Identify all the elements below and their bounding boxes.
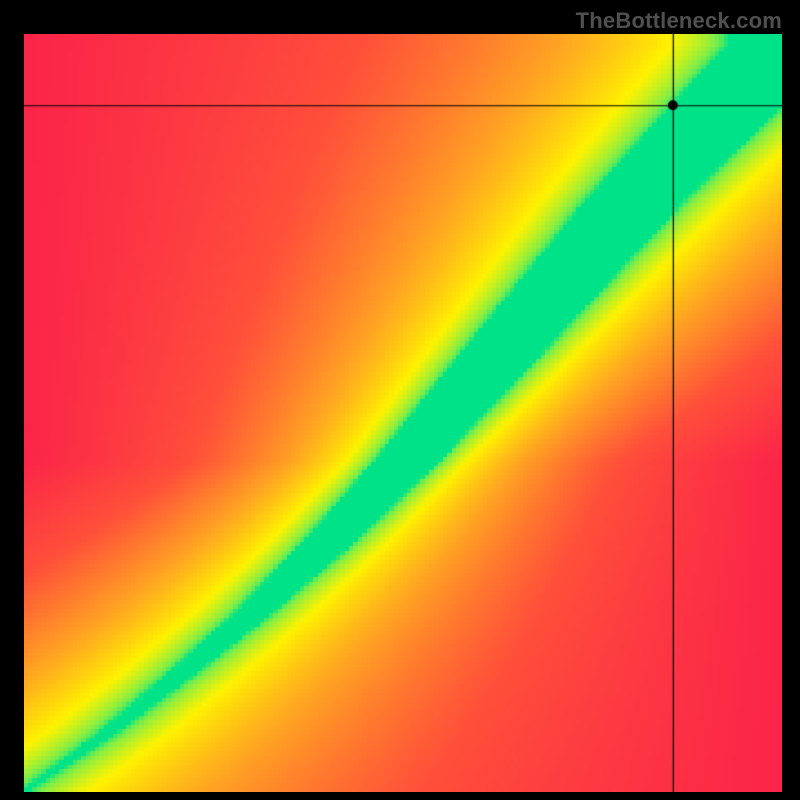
bottleneck-heatmap [24, 34, 782, 792]
watermark-text: TheBottleneck.com [576, 8, 782, 34]
chart-container: TheBottleneck.com [0, 0, 800, 800]
